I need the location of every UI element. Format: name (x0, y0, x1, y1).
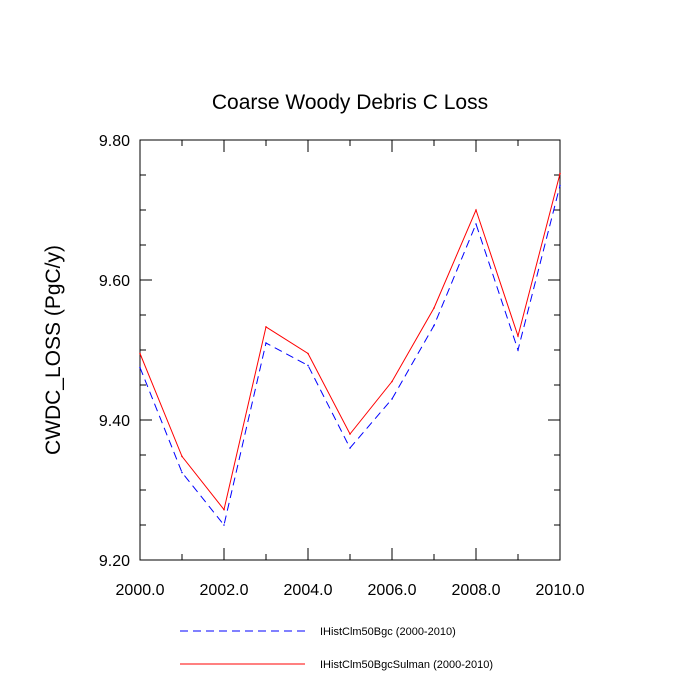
series-1 (139, 184, 561, 527)
data-point (181, 471, 183, 474)
y-axis-label: CWDC_LOSS (PgC/y) (42, 245, 65, 455)
legend-label-1: IHistClm50Bgc (2000-2010) (320, 626, 456, 638)
x-tick-label: 2002.0 (200, 582, 249, 599)
data-point (349, 433, 351, 435)
data-point (349, 447, 351, 449)
y-tick-label: 9.40 (99, 413, 130, 430)
data-point (433, 324, 435, 327)
y-tick-label: 9.60 (99, 273, 130, 290)
data-point (265, 342, 267, 344)
series-line-1 (139, 185, 561, 527)
data-point (517, 335, 519, 337)
x-tick-label: 2004.0 (284, 582, 333, 599)
data-point (139, 352, 141, 355)
legend-label-2: IHistClm50BgcSulman (2000-2010) (320, 659, 493, 671)
series-layer (139, 172, 561, 527)
data-point (265, 326, 267, 328)
data-point (433, 307, 435, 309)
data-point (475, 223, 477, 225)
axis-ticks (139, 139, 561, 561)
data-point (391, 398, 393, 400)
data-point (307, 364, 309, 367)
series-line-2 (139, 173, 561, 511)
x-tick-label: 2000.0 (116, 582, 165, 599)
plot-frame (139, 139, 561, 561)
axis-tick-labels: 2000.0 2002.0 2004.0 2006.0 2008.0 2010.0 9.20… (99, 133, 585, 599)
data-point (559, 172, 561, 175)
data-point (307, 352, 309, 355)
x-tick-label: 2008.0 (452, 582, 501, 599)
y-tick-label: 9.20 (99, 553, 130, 570)
x-tick-label: 2006.0 (368, 582, 417, 599)
data-point (223, 508, 225, 511)
data-point (517, 349, 519, 351)
x-tick-label: 2010.0 (536, 582, 585, 599)
y-tick-label: 9.80 (99, 133, 130, 150)
series-2 (139, 172, 561, 511)
chart-title: Coarse Woody Debris C Loss (212, 91, 488, 114)
data-point (139, 366, 141, 369)
legend: IHistClm50Bgc (2000-2010) IHistClm50BgcSu… (180, 626, 493, 671)
data-point (223, 524, 225, 526)
data-point (559, 184, 561, 187)
data-point (181, 455, 183, 458)
data-point (391, 380, 393, 383)
data-point (475, 209, 477, 211)
